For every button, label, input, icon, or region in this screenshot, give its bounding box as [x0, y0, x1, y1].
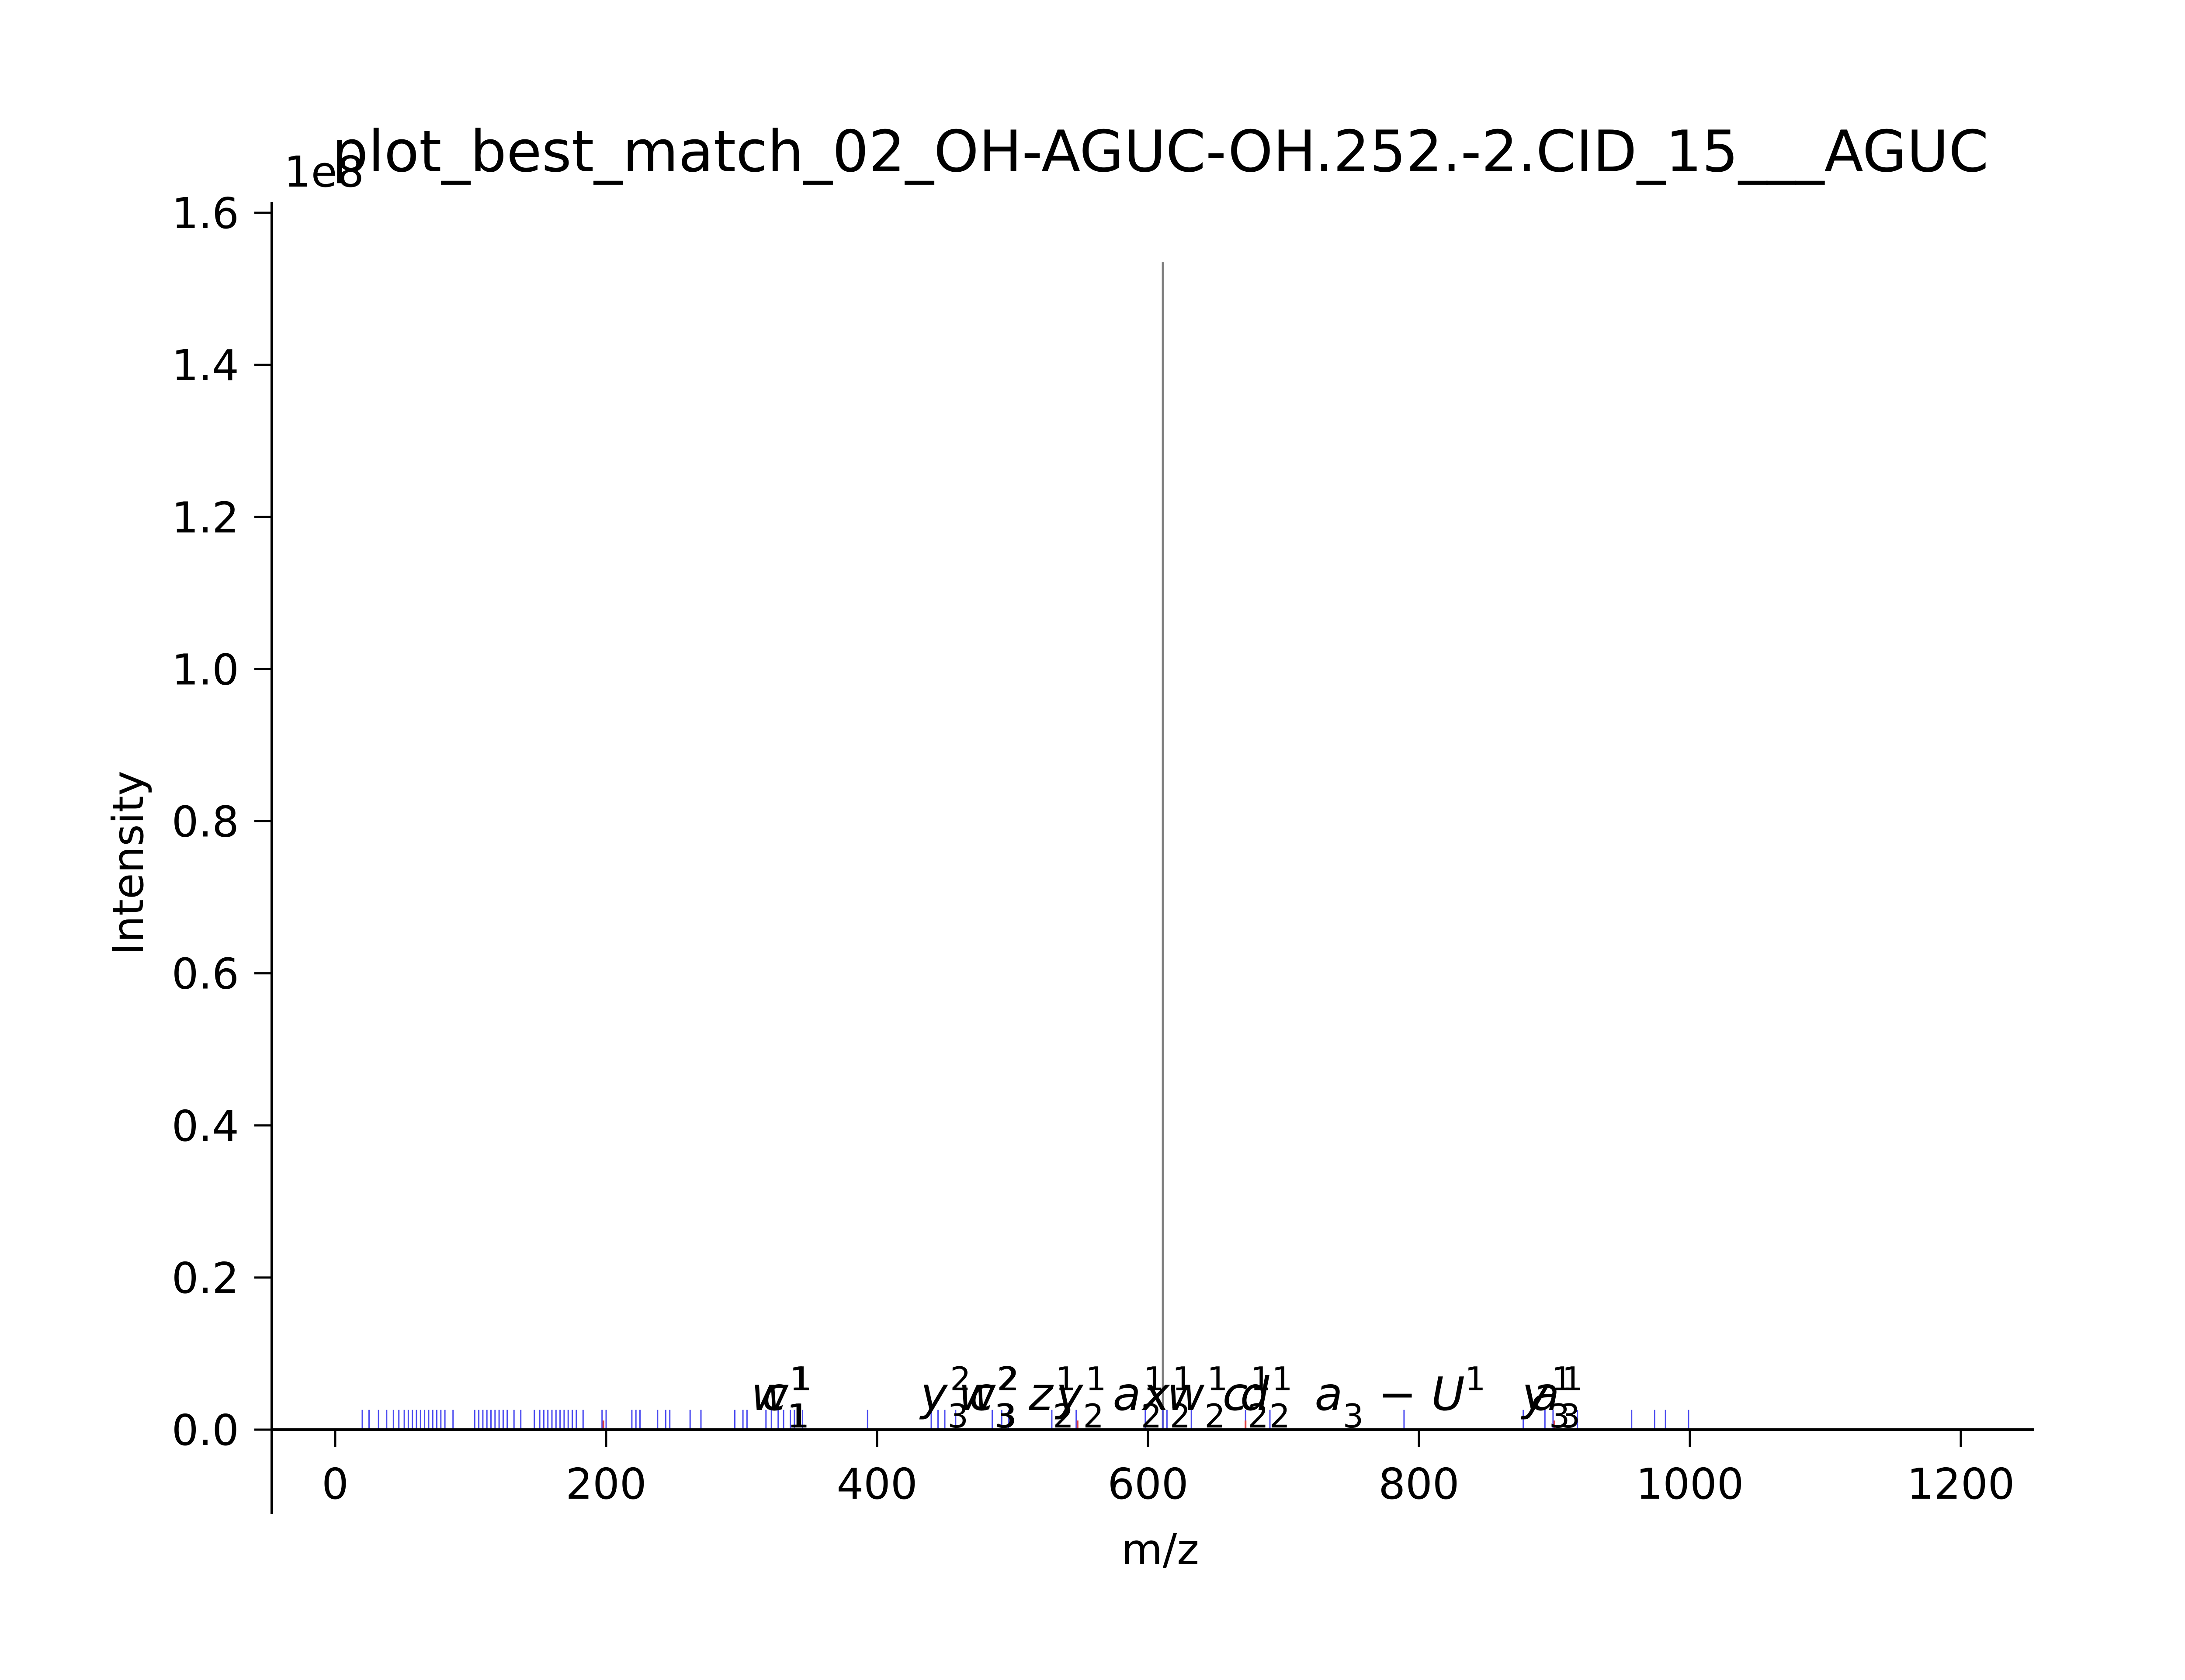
y-tick-label: 1.0 [172, 645, 239, 694]
x-tick-label: 400 [836, 1459, 917, 1509]
x-tick-label: 800 [1378, 1459, 1459, 1509]
chart-title: plot_best_match_02_OH-AGUC-OH.252.-2.CID… [332, 118, 1988, 185]
y-tick-label: 1.6 [172, 189, 239, 238]
bars-layer [361, 262, 1689, 1430]
ion-annotation: z21 [1028, 1360, 1076, 1435]
ion-annotation: x21 [1141, 1360, 1193, 1435]
ion-annotation: y31 [1521, 1360, 1573, 1435]
ion-annotation: y21 [1054, 1360, 1106, 1435]
x-tick-label: 0 [322, 1459, 349, 1509]
axes-layer [271, 202, 2034, 1514]
y-tick-label: 0.6 [172, 949, 239, 999]
x-tick-label: 600 [1107, 1459, 1188, 1509]
ion-annotation: w11 [751, 1360, 812, 1435]
x-tick-label: 1000 [1636, 1459, 1744, 1509]
ion-annotation: y32 [919, 1360, 971, 1435]
y-axis-offset-label: 1e8 [284, 147, 364, 197]
ion-annotation: c32 [969, 1360, 1018, 1435]
ion-annotation: w21 [1167, 1360, 1228, 1435]
ion-annotation: a31 [1531, 1360, 1583, 1435]
y-tick-label: 0.4 [172, 1102, 239, 1151]
ion-annotation: w32 [958, 1360, 1019, 1435]
x-tick-label: 1200 [1907, 1459, 2015, 1509]
y-tick-label: 0.2 [172, 1254, 239, 1303]
ion-annotation: c11 [762, 1360, 811, 1435]
ticks-layer: 0 200 400 600 800 1000 1200 0.0 0.2 0.4 0.6 0.8 1.0 1… [172, 189, 2015, 1509]
ion-annotation: d21 [1240, 1360, 1293, 1435]
y-tick-label: 1.2 [172, 493, 239, 542]
y-tick-label: 1.4 [172, 341, 239, 390]
x-tick-label: 200 [565, 1459, 646, 1509]
y-tick-label: 0.8 [172, 797, 239, 847]
ion-annotation: a3 − U1 [1314, 1360, 1485, 1435]
x-axis-label: m/z [1121, 1525, 1199, 1574]
y-axis-label: Intensity [104, 771, 153, 955]
ion-annotation: a21 [1113, 1360, 1164, 1435]
ion-annotation: c21 [1223, 1360, 1271, 1435]
y-tick-label: 0.0 [172, 1406, 239, 1455]
